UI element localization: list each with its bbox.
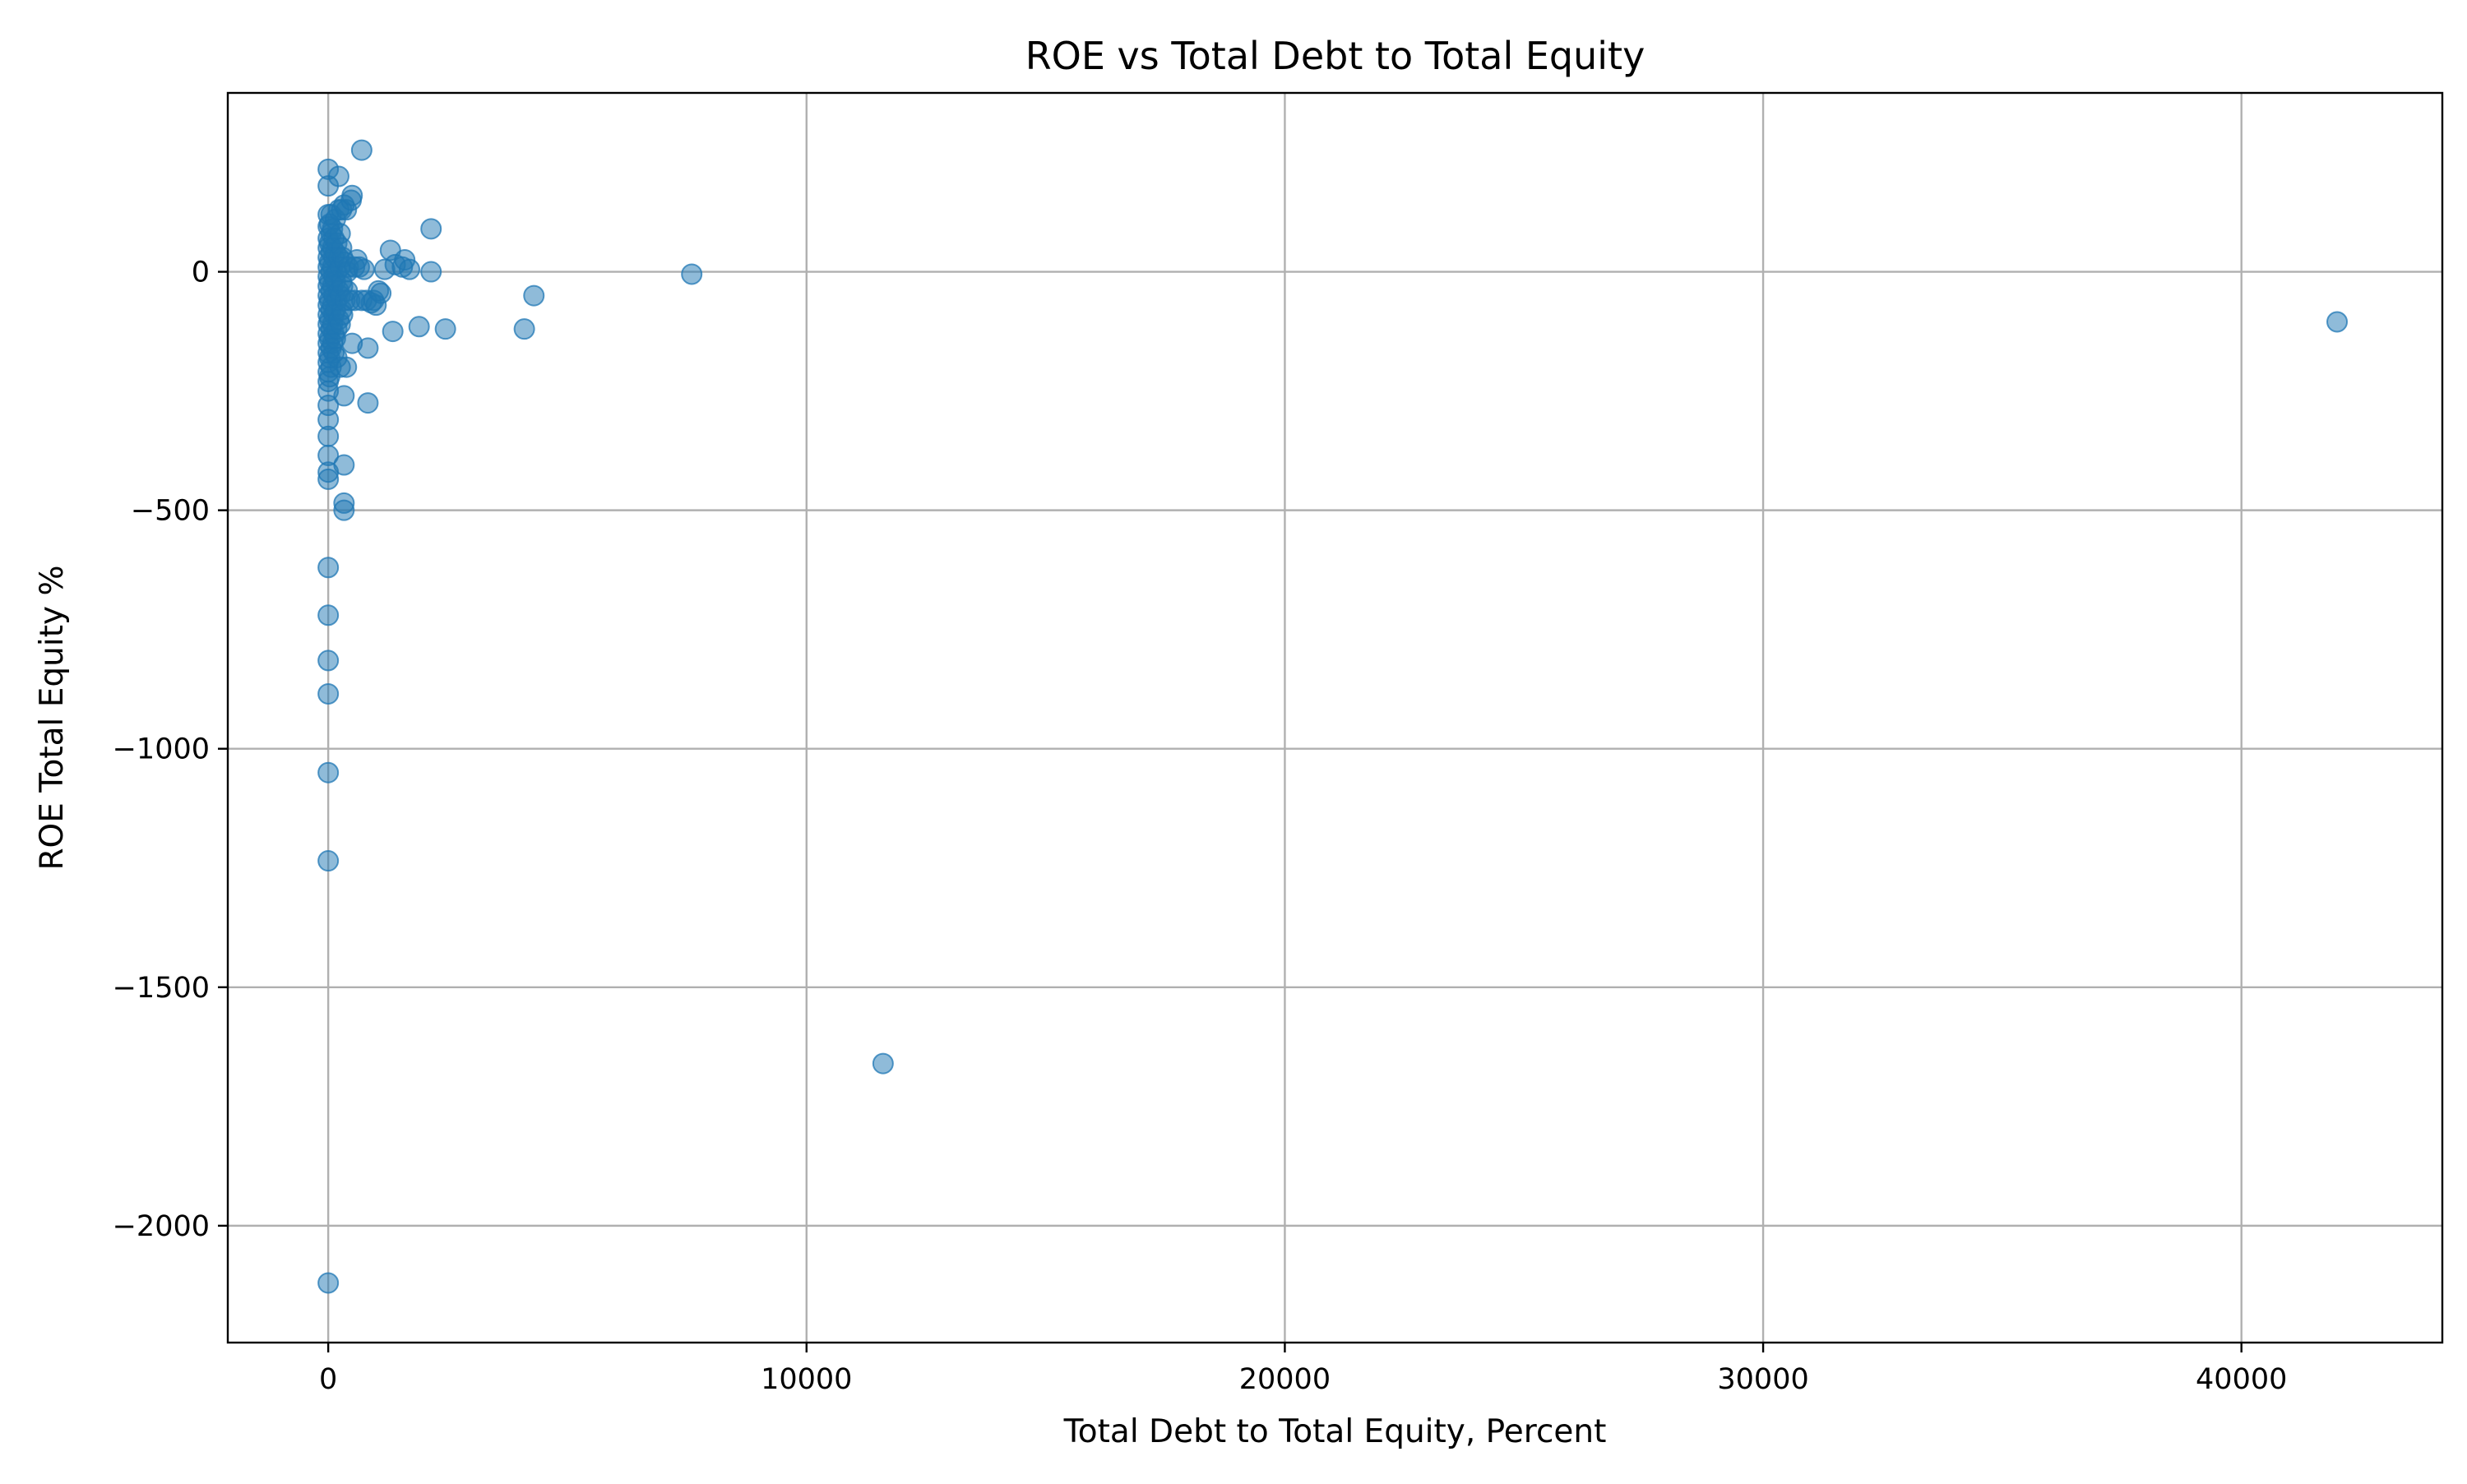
scatter-point (336, 356, 358, 378)
y-axis-label: ROE Total Equity % (34, 565, 71, 870)
scatter-point (872, 1052, 894, 1075)
scatter-point (317, 682, 340, 705)
ticks-layer: 0 10000 20000 30000 40000 −2000 −1500 −1000 −500… (113, 257, 2288, 1396)
scatter-point (317, 850, 340, 872)
grid-layer (228, 93, 2442, 1343)
scatter-point (382, 321, 404, 343)
scatter-point (317, 650, 340, 672)
x-tick-label: 40000 (2196, 1363, 2287, 1396)
scatter-point (317, 557, 340, 579)
scatter-point (523, 284, 545, 307)
x-tick-label: 30000 (1717, 1363, 1808, 1396)
scatter-point (317, 1272, 340, 1294)
x-tick-label: 0 (319, 1363, 337, 1396)
y-tick-label: −500 (131, 495, 210, 528)
scatter-point (327, 165, 349, 187)
scatter-point (434, 318, 456, 340)
chart-title: ROE vs Total Debt to Total Equity (1025, 34, 1645, 78)
y-tick-label: −2000 (113, 1210, 210, 1243)
scatter-point (317, 468, 340, 490)
scatter-point (681, 263, 703, 285)
scatter-point (317, 761, 340, 784)
y-tick-label: −1500 (113, 972, 210, 1005)
scatter-point (333, 499, 355, 521)
scatter-point (2326, 311, 2349, 333)
scatter-point (353, 258, 375, 280)
scatter-point (357, 392, 379, 414)
scatter-point (408, 316, 430, 338)
scatter-point (317, 425, 340, 447)
scatter-point (399, 258, 421, 280)
scatter-point (357, 337, 379, 359)
points-layer (317, 139, 2349, 1294)
scatter-point (420, 261, 442, 283)
scatter-point (317, 604, 340, 626)
scatter-point (513, 318, 535, 340)
x-tick-label: 20000 (1239, 1363, 1331, 1396)
scatter-point (350, 139, 373, 161)
scatter-point (333, 385, 355, 407)
scatter-point (341, 184, 363, 206)
scatter-point (420, 218, 442, 240)
scatter-point (333, 454, 355, 476)
y-tick-label: −1000 (113, 733, 210, 766)
plot-frame (226, 91, 2444, 1344)
x-tick-label: 10000 (761, 1363, 852, 1396)
x-axis-label: Total Debt to Total Equity, Percent (1063, 1413, 1607, 1450)
y-tick-label: 0 (192, 257, 210, 289)
scatter-point (370, 282, 392, 304)
